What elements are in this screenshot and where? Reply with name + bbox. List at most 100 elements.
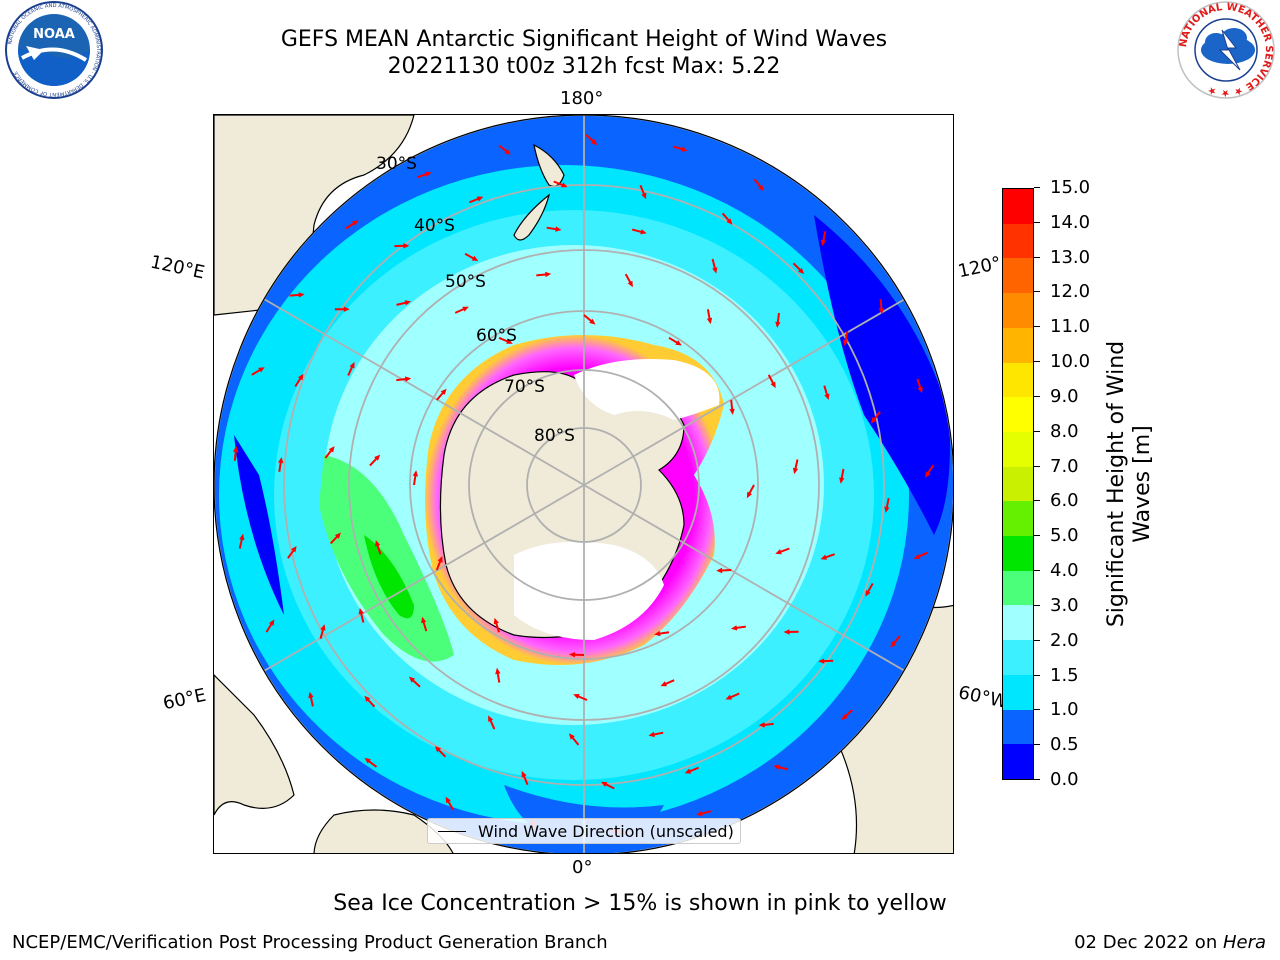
wind-arrow-head <box>841 714 848 721</box>
wind-arrow-head <box>421 616 427 624</box>
wind-arrow-head <box>374 454 381 461</box>
wind-arrow-head <box>506 338 513 344</box>
wind-arrow-head <box>504 148 511 155</box>
wind-arrow-head <box>434 746 441 753</box>
wind-arrow-head <box>865 590 871 597</box>
wind-arrow-head <box>758 722 765 728</box>
wind-arrow-head <box>437 556 443 563</box>
lat-label-50s: 50°S <box>445 272 486 292</box>
colorbar-tick-label: 3.0 <box>1050 594 1079 616</box>
colorbar-tick-label: 14.0 <box>1050 211 1091 233</box>
footer-host: Hera <box>1222 932 1266 953</box>
colorbar-segment <box>1003 536 1033 571</box>
noaa-logo: NOAA NATIONAL OCEANIC AND ATMOSPHERIC AD… <box>5 1 103 99</box>
wind-arrow-head <box>239 533 245 541</box>
wind-arrow-head <box>641 192 647 200</box>
wind-arrow-head <box>364 695 371 702</box>
colorbar-tick-label: 15.0 <box>1050 177 1091 198</box>
map-legend: Wind Wave Direction (unscaled) <box>427 818 741 844</box>
wind-arrow-head <box>775 321 781 328</box>
wind-arrow-head <box>654 630 661 637</box>
land-southern-africa <box>214 674 295 816</box>
footer-branch: NCEP/EMC/Verification Post Processing Pr… <box>12 932 608 953</box>
wind-arrow-head <box>792 467 799 475</box>
colorbar-tick-label: 0.5 <box>1050 734 1079 756</box>
wind-arrow-head <box>405 376 412 382</box>
colorbar-segment <box>1003 709 1033 745</box>
wind-arrow-head <box>445 796 451 804</box>
colorbar-segment <box>1003 570 1033 606</box>
footer-timestamp: 02 Dec 2022 on Hera <box>1074 932 1266 954</box>
wind-arrow-head <box>561 182 568 188</box>
lat-label-70s: 70°S <box>504 377 545 397</box>
wind-arrow-head <box>726 218 733 225</box>
wind-arrow-head <box>660 681 667 687</box>
wind-arrow-head <box>495 667 501 675</box>
colorbar-tick-label: 1.0 <box>1050 699 1079 721</box>
wind-arrow-head <box>297 373 304 381</box>
wind-arrow-head <box>820 239 827 247</box>
chart-subtitle: 20221130 t00z 312h fcst Max: 5.22 <box>387 54 781 79</box>
land-nz-south <box>513 193 551 241</box>
lat-label-40s: 40°S <box>414 216 455 236</box>
colorbar-tick-label: 9.0 <box>1050 385 1079 407</box>
colorbar-tick-label: 11.0 <box>1050 316 1091 338</box>
wind-arrow-head <box>589 318 596 325</box>
wind-arrow-head <box>684 768 692 774</box>
wind-arrow-head <box>925 471 931 478</box>
polar-map: 30°S 40°S 50°S 60°S 70°S 80°S <box>213 114 954 854</box>
colorbar-tick-label: 5.0 <box>1050 525 1079 547</box>
sea-ice-note: Sea Ice Concentration > 15% is shown in … <box>333 891 947 916</box>
wind-arrow-head <box>843 339 849 346</box>
wind-arrow-head <box>870 417 877 424</box>
wind-arrow-head <box>493 617 499 625</box>
colorbar-segment <box>1003 744 1033 779</box>
wave-patch-low-west <box>234 435 284 615</box>
lon-label-180: 180° <box>560 88 604 109</box>
colorbar-segment <box>1003 674 1033 710</box>
wind-arrow-head <box>675 340 682 346</box>
colorbar-tick-label: 4.0 <box>1050 560 1079 582</box>
colorbar-segment <box>1003 223 1033 259</box>
lon-label-120w: 120° <box>956 252 1003 283</box>
wind-arrow-head <box>573 694 580 699</box>
nws-logo: NATIONAL WEATHER SERVICE ★ ★ ★ <box>1177 1 1275 99</box>
colorbar-segment <box>1003 640 1033 675</box>
colorbar-segment <box>1003 466 1033 502</box>
wind-arrow-head <box>878 308 885 315</box>
wind-arrow-head <box>488 715 494 722</box>
colorbar-ticks: 0.0 0.5 1.0 1.5 2.0 3.0 4.0 5.0 6.0 7.0 8.0 9.0 10.0… <box>1034 177 1094 790</box>
land-nz-north <box>533 143 565 187</box>
wind-arrow-head <box>783 629 790 635</box>
legend-line-sample <box>438 831 466 832</box>
colorbar-segment <box>1003 258 1033 294</box>
wind-arrow-head <box>334 532 341 539</box>
wind-arrow-head <box>291 546 297 553</box>
wind-arrow-head <box>890 641 897 648</box>
colorbar-segment <box>1003 189 1033 224</box>
legend-label: Wind Wave Direction (unscaled) <box>478 822 734 841</box>
wind-arrow-head <box>591 139 598 146</box>
wind-arrow-head <box>349 361 355 369</box>
colorbar-tick-label: 7.0 <box>1050 455 1079 477</box>
wind-arrow-head <box>569 733 575 740</box>
wind-arrow-head <box>712 267 718 274</box>
wind-arrow-head <box>308 691 314 699</box>
wind-arrow-head <box>375 540 381 547</box>
colorbar-tick-label: 6.0 <box>1050 490 1079 512</box>
ice-shelf-weddell <box>514 541 664 640</box>
wind-arrow-head <box>278 457 284 464</box>
wind-arrow-head <box>569 652 576 658</box>
lat-label-60s: 60°S <box>476 326 517 346</box>
lat-label-80s: 80°S <box>534 426 575 446</box>
wind-arrow-head <box>343 306 350 312</box>
lon-label-120e: 120°E <box>148 251 207 284</box>
wave-patch-low-east <box>814 215 950 535</box>
wind-arrow-head <box>269 619 275 626</box>
wind-arrow-head <box>545 271 552 278</box>
wind-arrow-head <box>627 280 633 288</box>
lon-label-60e: 60°E <box>161 684 208 715</box>
colorbar-tick-label: 13.0 <box>1050 246 1091 268</box>
wind-arrow-head <box>440 388 447 395</box>
colorbar-tick-label: 1.5 <box>1050 664 1079 686</box>
